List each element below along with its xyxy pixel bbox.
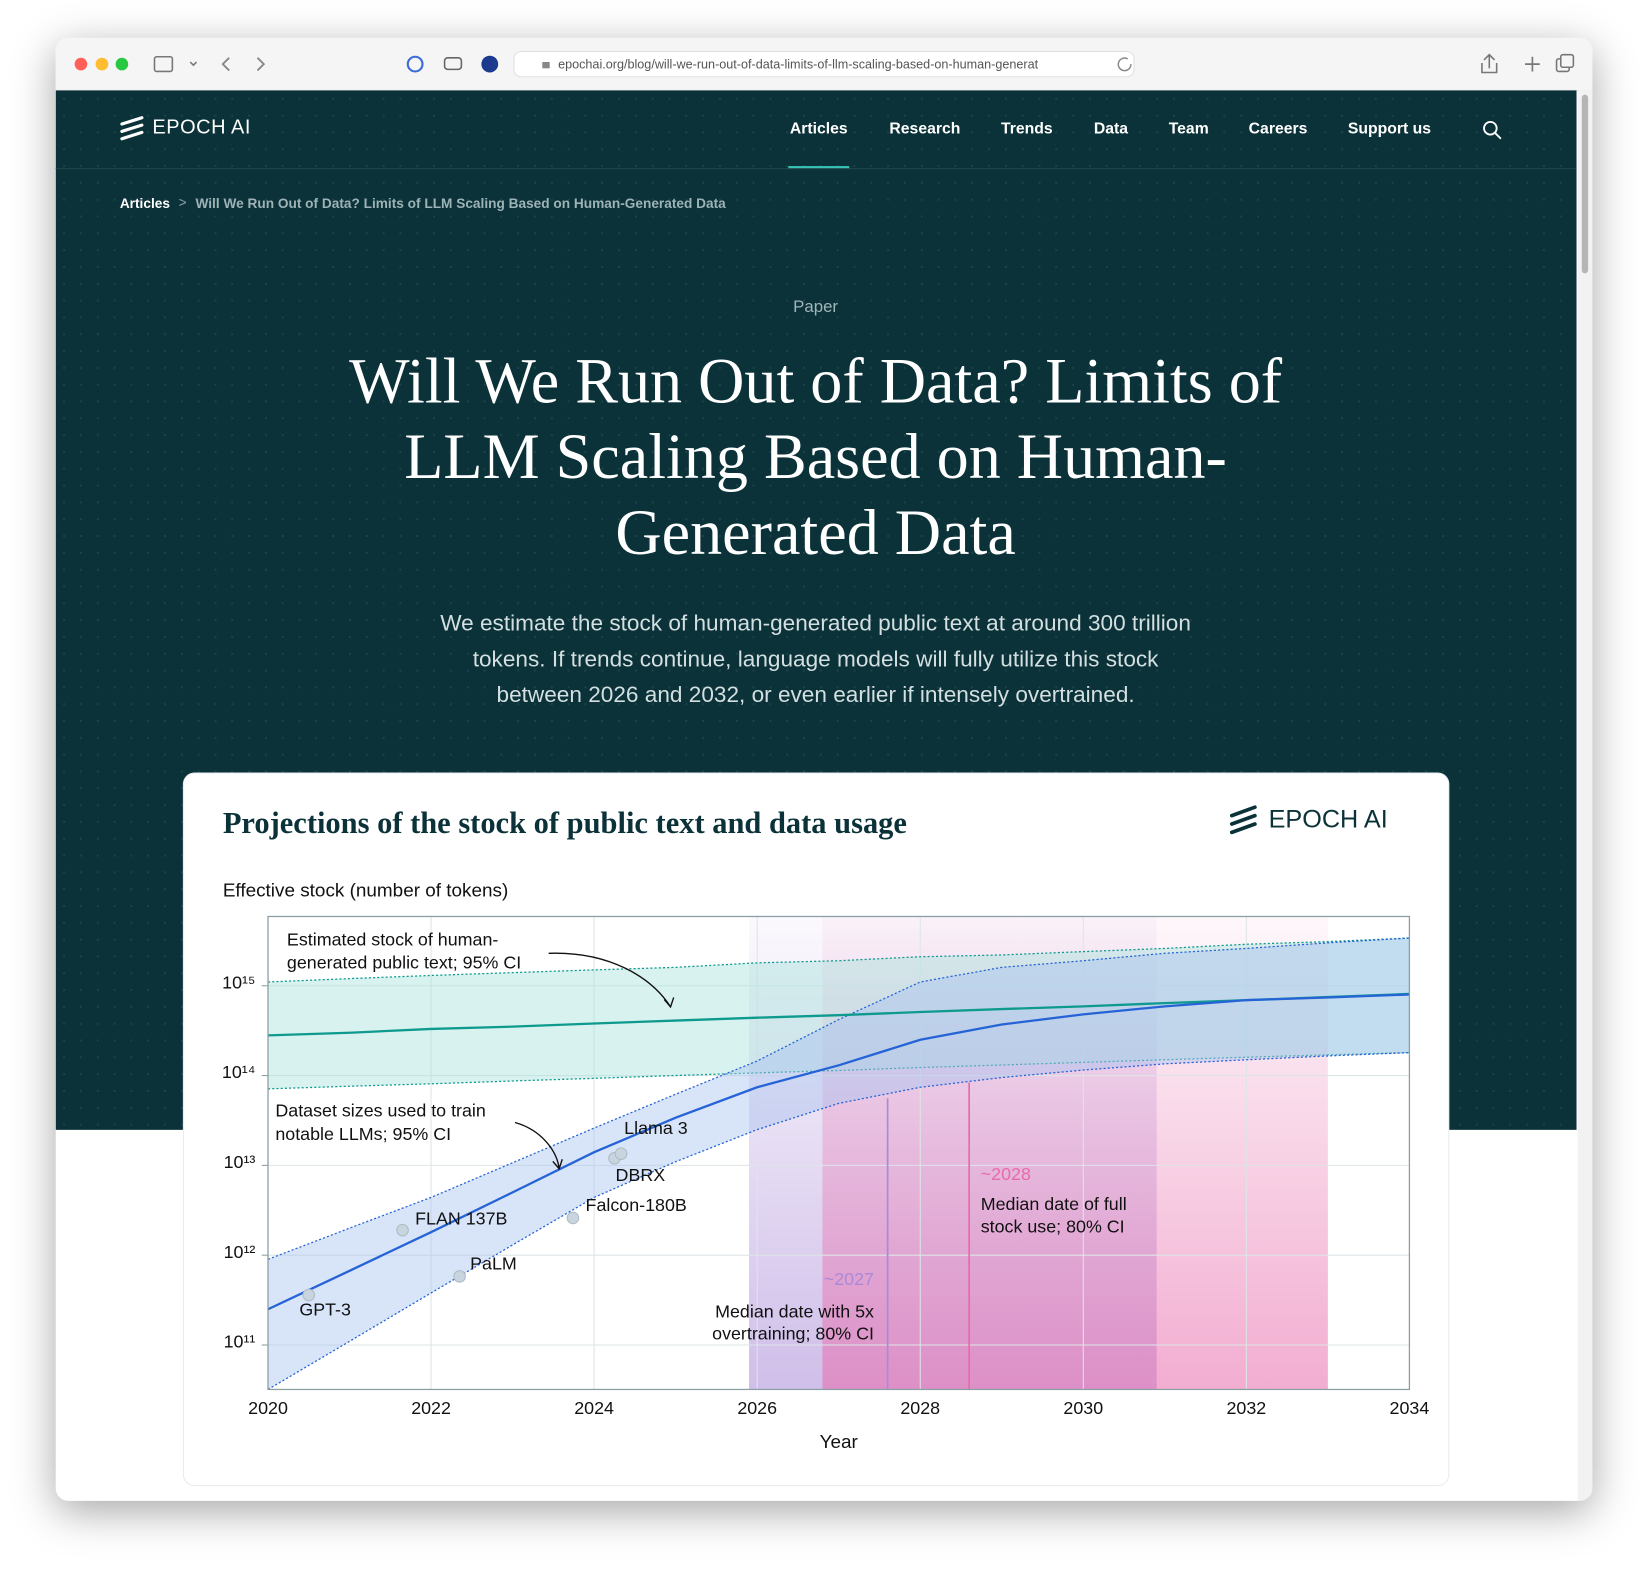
kicker: Paper: [793, 298, 839, 317]
annotation: notable LLMs; 95% CI: [275, 1124, 451, 1144]
arrow-head: [663, 997, 675, 1009]
extension-icon[interactable]: [481, 55, 499, 73]
sidebar-icon[interactable]: [153, 55, 174, 73]
scrollbar-thumb[interactable]: [1581, 94, 1589, 274]
chart-logo-text: EPOCH AI: [1269, 806, 1388, 834]
median-label: ~2028: [981, 1164, 1031, 1184]
model-point: [453, 1270, 466, 1283]
band-edge: [267, 1051, 1410, 1390]
y-axis-title: Effective stock (number of tokens): [223, 880, 508, 901]
band-edge: [267, 937, 1410, 1260]
new-tab-icon[interactable]: [1525, 56, 1540, 72]
band-edge: [267, 1051, 1410, 1090]
scrollbar: [1577, 90, 1593, 1501]
plot-frame: [267, 915, 1411, 1391]
browser-toolbar: epochai.org/blog/will-we-run-out-of-data…: [55, 37, 1593, 92]
chart-logo-icon: [1229, 805, 1257, 835]
y-tick-label: 10¹³: [224, 1152, 256, 1172]
forward-icon[interactable]: [256, 57, 266, 72]
dropdown-icon[interactable]: [189, 61, 198, 67]
nav-item[interactable]: Team: [1168, 119, 1209, 138]
x-axis-title: Year: [820, 1432, 858, 1453]
nav-divider: [55, 168, 1577, 170]
confidence-band: [268, 938, 1410, 1390]
interval-label: Median date with 5x: [715, 1301, 874, 1321]
logo-icon: [120, 116, 144, 141]
breadcrumb-link[interactable]: Articles: [119, 195, 170, 212]
y-tick-label: 10¹¹: [224, 1332, 256, 1352]
page-subtitle: We estimate the stock of human-generated…: [440, 610, 1191, 708]
interval-band: [822, 916, 1328, 1390]
x-tick-label: 2024: [574, 1398, 614, 1418]
close-button[interactable]: [74, 57, 88, 71]
x-tick-label: 2028: [900, 1398, 940, 1418]
annotation: Dataset sizes used to train: [275, 1101, 485, 1121]
median-label: ~2027: [824, 1269, 874, 1289]
nav-item[interactable]: Support us: [1347, 119, 1432, 138]
model-point: [614, 1147, 628, 1160]
chart-title: Projections of the stock of public text …: [223, 806, 907, 840]
interval-label: Median date of full: [981, 1194, 1127, 1214]
nav-item[interactable]: Careers: [1248, 119, 1308, 138]
model-point: [566, 1211, 580, 1225]
interval-label: overtraining; 80% CI: [712, 1324, 874, 1344]
y-tick-label: 10¹⁵: [222, 972, 255, 992]
page-title: Will We Run Out of Data? Limits of LLM S…: [349, 346, 1283, 569]
y-tick-label: 10¹²: [224, 1242, 256, 1262]
nav-item[interactable]: Articles: [789, 119, 848, 138]
nav-item[interactable]: Research: [889, 119, 961, 138]
address-bar[interactable]: [513, 50, 1135, 78]
zoom-button[interactable]: [115, 57, 129, 71]
arrow-head: [552, 1159, 563, 1171]
annotation-arrow: [514, 1121, 560, 1169]
annotation-arrow: [548, 952, 672, 1008]
share-icon[interactable]: [1481, 53, 1498, 74]
tabs-icon[interactable]: [1559, 53, 1575, 69]
toolbar-icons: epochai.org/blog/will-we-run-out-of-data…: [74, 50, 1575, 78]
model-label: PaLM: [470, 1254, 517, 1274]
confidence-band: [268, 938, 1410, 1089]
logo-text[interactable]: EPOCH AI: [152, 116, 251, 139]
minimize-button[interactable]: [95, 57, 109, 71]
model-label: FLAN 137B: [415, 1208, 507, 1228]
nav-item[interactable]: Data: [1093, 119, 1129, 138]
back-icon[interactable]: [221, 57, 230, 72]
x-tick-label: 2026: [737, 1398, 777, 1418]
line: [267, 993, 1410, 1311]
x-tick-label: 2034: [1390, 1398, 1430, 1418]
url: epochai.org/blog/will-we-run-out-of-data…: [558, 57, 1039, 71]
active-underline: [788, 166, 850, 169]
reload-icon[interactable]: [1117, 57, 1132, 72]
y-tick-label: 10¹⁴: [222, 1062, 256, 1082]
annotation: Estimated stock of human-: [287, 929, 498, 949]
model-point: [396, 1223, 409, 1237]
lock-icon: [542, 62, 550, 69]
interval-label: stock use; 80% CI: [981, 1216, 1125, 1236]
band-edge: [267, 937, 1410, 983]
model-label: DBRX: [616, 1165, 666, 1185]
breadcrumb-current: Will We Run Out of Data? Limits of LLM S…: [195, 195, 726, 212]
annotation: generated public text; 95% CI: [287, 953, 521, 973]
nav-item[interactable]: Trends: [1000, 119, 1053, 138]
x-tick-label: 2022: [411, 1398, 451, 1418]
x-tick-label: 2032: [1226, 1398, 1266, 1418]
search-icon[interactable]: [1482, 120, 1503, 141]
x-tick-label: 2030: [1063, 1398, 1103, 1418]
extension-icon[interactable]: [443, 57, 463, 71]
x-tick-label: 2020: [248, 1398, 288, 1418]
model-label: Llama 3: [624, 1118, 688, 1138]
model-point: [302, 1288, 316, 1302]
extension-icon[interactable]: [406, 55, 424, 73]
model-label: Falcon-180B: [586, 1195, 687, 1215]
model-label: GPT-3: [299, 1300, 351, 1320]
breadcrumb-separator: >: [178, 194, 187, 211]
